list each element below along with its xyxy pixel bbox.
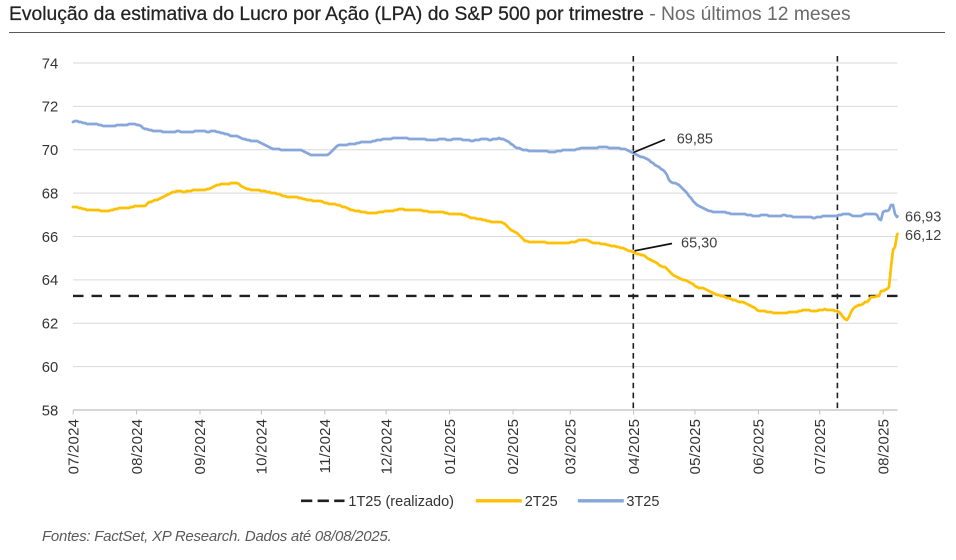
svg-text:06/2025: 06/2025 (751, 419, 768, 475)
svg-text:69,85: 69,85 (677, 132, 713, 148)
svg-text:60: 60 (42, 360, 58, 376)
svg-text:72: 72 (42, 100, 58, 116)
svg-text:62: 62 (42, 317, 58, 333)
svg-text:66: 66 (42, 230, 58, 246)
svg-text:08/2024: 08/2024 (129, 419, 146, 475)
svg-text:74: 74 (42, 56, 58, 72)
svg-text:1T25 (realizado): 1T25 (realizado) (348, 494, 454, 510)
svg-text:01/2025: 01/2025 (442, 419, 459, 475)
svg-text:2T25: 2T25 (525, 494, 558, 510)
svg-text:10/2024: 10/2024 (254, 419, 271, 475)
svg-text:04/2025: 04/2025 (626, 419, 643, 475)
svg-text:3T25: 3T25 (626, 494, 659, 510)
svg-text:70: 70 (42, 143, 58, 159)
svg-text:66,93: 66,93 (905, 210, 941, 226)
svg-text:09/2024: 09/2024 (192, 419, 209, 475)
svg-text:68: 68 (42, 186, 58, 202)
svg-text:02/2025: 02/2025 (505, 419, 522, 475)
svg-text:64: 64 (42, 273, 58, 289)
svg-text:03/2025: 03/2025 (562, 419, 579, 475)
svg-text:65,30: 65,30 (681, 236, 717, 252)
svg-text:66,12: 66,12 (905, 228, 941, 244)
svg-text:11/2024: 11/2024 (317, 419, 334, 474)
svg-text:08/2025: 08/2025 (875, 419, 892, 475)
svg-text:12/2024: 12/2024 (378, 419, 395, 475)
svg-text:05/2025: 05/2025 (687, 419, 704, 475)
svg-text:07/2025: 07/2025 (812, 419, 829, 475)
svg-text:58: 58 (42, 403, 58, 419)
svg-text:07/2024: 07/2024 (65, 419, 82, 475)
